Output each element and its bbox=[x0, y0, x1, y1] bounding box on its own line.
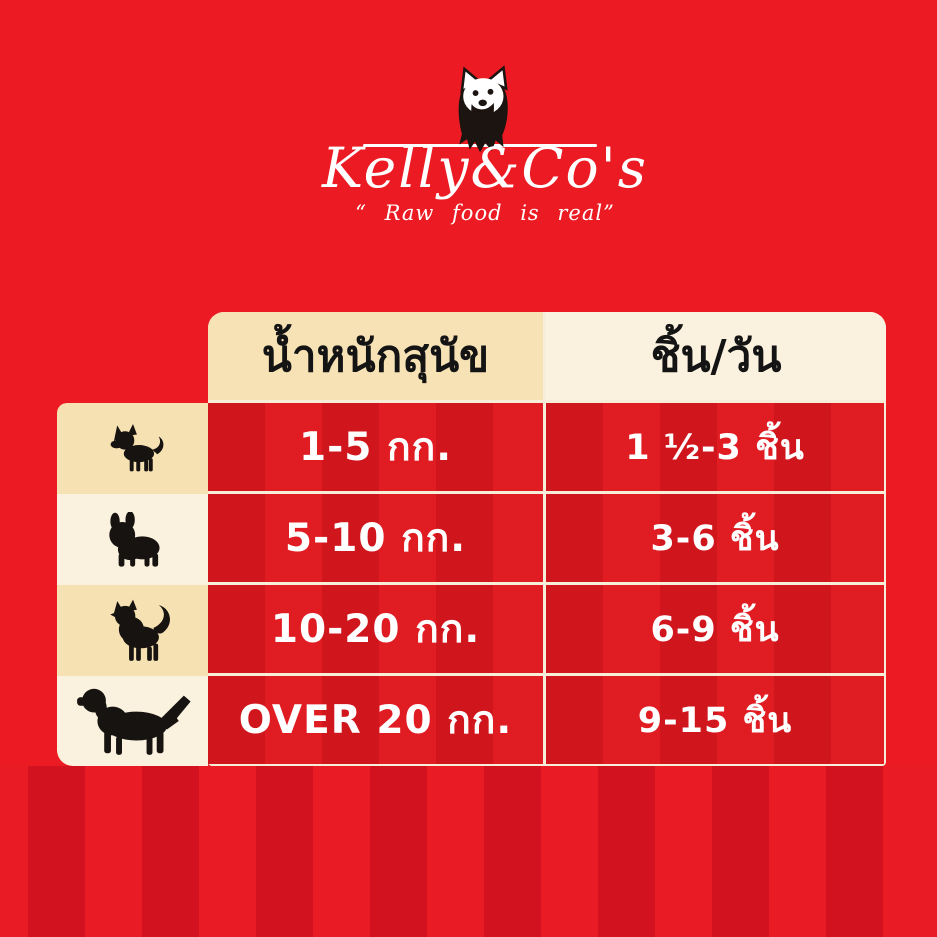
weight-value: 10-20 กก. bbox=[208, 585, 543, 673]
brand-tagline: “ Raw food is real” bbox=[355, 201, 615, 225]
french-bulldog-icon bbox=[108, 511, 160, 567]
table-row-icon-cell bbox=[57, 403, 208, 494]
pieces-value: 3-6 ชิ้น bbox=[546, 494, 884, 582]
terrier-dog-illustration-icon bbox=[458, 65, 508, 153]
weight-value: 5-10 กก. bbox=[208, 494, 543, 582]
chihuahua-icon bbox=[110, 423, 163, 471]
retriever-icon bbox=[76, 688, 191, 755]
table-row-icon-cell bbox=[57, 676, 208, 766]
spitz-icon bbox=[109, 599, 170, 661]
pieces-value: 1 ½-3 ชิ้น bbox=[546, 403, 884, 491]
pieces-value: 6-9 ชิ้น bbox=[546, 585, 884, 673]
brand-name: Kelly&Co's bbox=[322, 136, 648, 200]
pieces-value: 9-15 ชิ้น bbox=[546, 676, 884, 764]
table-row-icon-cell bbox=[57, 585, 208, 676]
table-row-icon-cell bbox=[57, 494, 208, 585]
feeding-guide-table: น้ำหนักสุนัข ชิ้น/วัน 1-5 กก. bbox=[57, 312, 886, 766]
column-header-dog-weight: น้ำหนักสุนัข bbox=[208, 312, 543, 400]
weight-value: OVER 20 กก. bbox=[208, 676, 543, 764]
striped-background-band bbox=[0, 766, 937, 937]
column-header-pieces-per-day: ชิ้น/วัน bbox=[546, 312, 886, 400]
weight-value: 1-5 กก. bbox=[208, 403, 543, 491]
